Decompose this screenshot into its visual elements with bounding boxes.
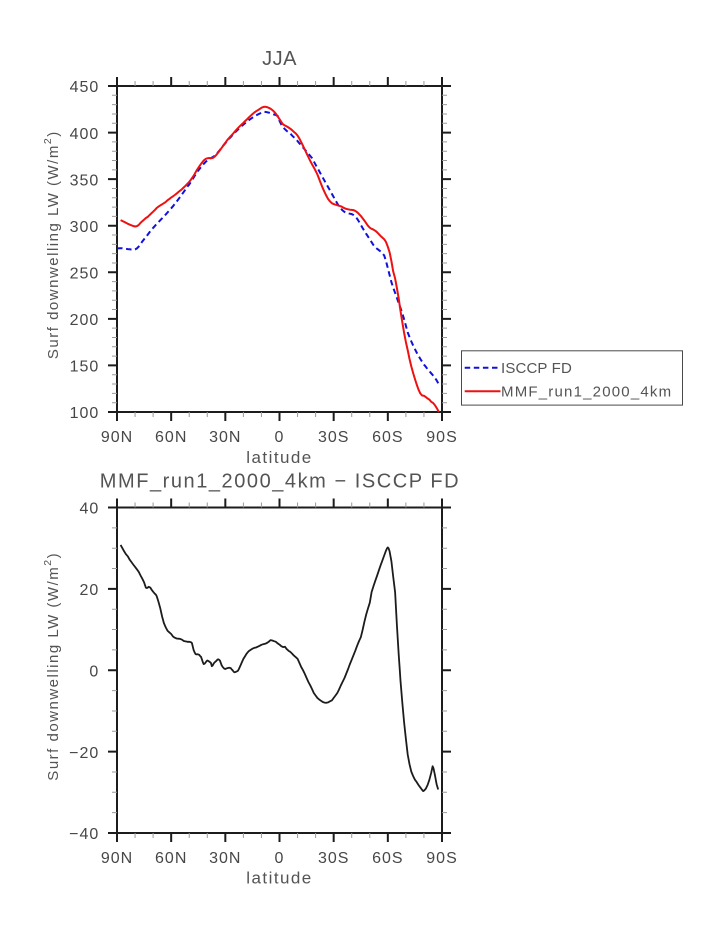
svg-text:20: 20: [80, 582, 100, 599]
svg-text:60S: 60S: [372, 850, 403, 867]
svg-text:40: 40: [80, 501, 100, 518]
svg-text:0: 0: [275, 850, 285, 867]
svg-text:ISCCP FD: ISCCP FD: [501, 360, 572, 377]
svg-text:90N: 90N: [101, 429, 133, 446]
svg-text:60N: 60N: [155, 850, 187, 867]
svg-text:MMF_run1_2000_4km − ISCCP FD: MMF_run1_2000_4km − ISCCP FD: [100, 471, 460, 493]
svg-text:latitude: latitude: [246, 869, 312, 888]
svg-text:30N: 30N: [209, 850, 241, 867]
svg-text:150: 150: [70, 359, 100, 376]
svg-text:350: 350: [70, 172, 100, 189]
svg-text:30N: 30N: [209, 429, 241, 446]
svg-text:Surf downwelling LW (W/m2): Surf downwelling LW (W/m2): [42, 130, 62, 359]
svg-text:0: 0: [89, 664, 99, 681]
svg-text:450: 450: [70, 79, 100, 96]
svg-text:90S: 90S: [426, 429, 457, 446]
svg-text:300: 300: [70, 219, 100, 236]
svg-text:60S: 60S: [372, 429, 403, 446]
svg-text:60N: 60N: [155, 429, 187, 446]
svg-text:−40: −40: [69, 826, 99, 843]
svg-text:−20: −20: [69, 745, 99, 762]
svg-text:latitude: latitude: [246, 448, 312, 467]
svg-text:250: 250: [70, 266, 100, 283]
svg-text:30S: 30S: [318, 429, 349, 446]
svg-text:0: 0: [275, 429, 285, 446]
svg-text:90N: 90N: [101, 850, 133, 867]
svg-text:30S: 30S: [318, 850, 349, 867]
svg-text:MMF_run1_2000_4km: MMF_run1_2000_4km: [501, 384, 672, 401]
svg-text:JJA: JJA: [262, 48, 297, 70]
svg-text:100: 100: [70, 405, 100, 422]
svg-text:Surf downwelling LW (W/m2): Surf downwelling LW (W/m2): [42, 552, 62, 781]
svg-text:400: 400: [70, 126, 100, 143]
svg-text:200: 200: [70, 312, 100, 329]
svg-text:90S: 90S: [426, 850, 457, 867]
